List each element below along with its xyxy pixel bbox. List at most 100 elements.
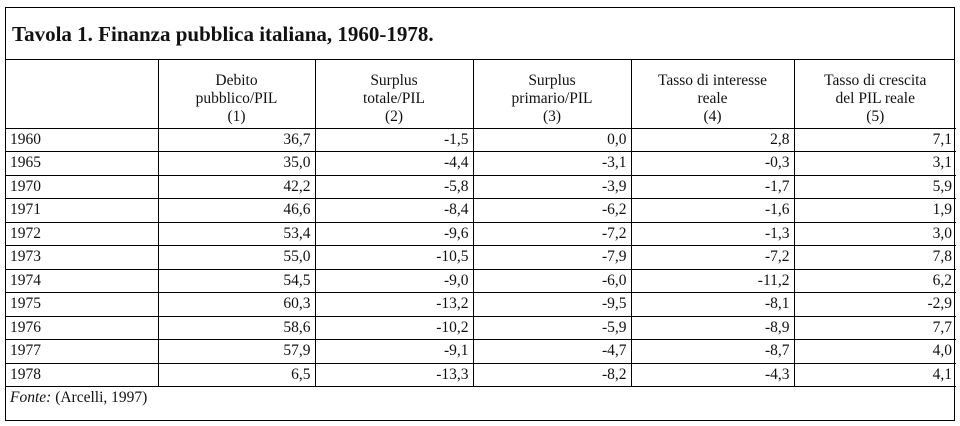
- table-row: 1974 54,5 -9,0 -6,0 -11,2 6,2: [6, 269, 956, 293]
- year-cell: 1972: [6, 222, 159, 246]
- header-row: Debito pubblico/PIL (1) Surplus totale/PIL (2…: [6, 60, 956, 129]
- value-cell-col-2: -10,2: [315, 316, 474, 340]
- header-col-1-line-3: (1): [227, 107, 246, 125]
- header-col-5-line-1: Tasso di crescita: [824, 71, 927, 89]
- finance-table: Debito pubblico/PIL (1) Surplus totale/PIL (2…: [6, 60, 956, 387]
- year-cell: 1965: [6, 151, 159, 176]
- value-cell-col-3: 0,0: [473, 128, 632, 152]
- header-col-2-line-2: totale/PIL: [363, 89, 425, 107]
- header-col-5: Tasso di crescita del PIL reale (5): [794, 60, 956, 129]
- source-label: Fonte:: [10, 389, 52, 406]
- header-col-5-line-3: (5): [866, 107, 885, 125]
- value-cell-col-3: -6,0: [473, 269, 632, 293]
- value-cell-col-3: -3,9: [473, 175, 632, 199]
- year-cell: 1970: [6, 175, 159, 199]
- value-cell-col-5: -2,9: [794, 292, 956, 317]
- source-note: Fonte: (Arcelli, 1997): [6, 387, 954, 408]
- value-cell-col-1: 42,2: [158, 175, 316, 199]
- table-row: 1976 58,6 -10,2 -5,9 -8,9 7,7: [6, 316, 956, 340]
- value-cell-col-4: -8,9: [631, 316, 795, 340]
- value-cell-col-4: -1,3: [631, 222, 795, 246]
- value-cell-col-2: -10,5: [315, 245, 474, 270]
- header-col-1: Debito pubblico/PIL (1): [158, 60, 316, 129]
- table-row: 1970 42,2 -5,8 -3,9 -1,7 5,9: [6, 175, 956, 199]
- value-cell-col-3: -6,2: [473, 198, 632, 223]
- header-col-2: Surplus totale/PIL (2): [315, 60, 474, 129]
- year-cell: 1978: [6, 363, 159, 387]
- table-body: 1960 36,7 -1,5 0,0 2,8 7,1 1965 35,0 -4,4 -3,1 -0,…: [6, 128, 956, 387]
- value-cell-col-4: -11,2: [631, 269, 795, 293]
- value-cell-col-2: -9,6: [315, 222, 474, 246]
- value-cell-col-3: -8,2: [473, 363, 632, 387]
- value-cell-col-3: -4,7: [473, 339, 632, 364]
- table-row: 1960 36,7 -1,5 0,0 2,8 7,1: [6, 128, 956, 152]
- value-cell-col-2: -4,4: [315, 151, 474, 176]
- table-row: 1965 35,0 -4,4 -3,1 -0,3 3,1: [6, 151, 956, 176]
- year-cell: 1960: [6, 128, 159, 152]
- value-cell-col-5: 5,9: [794, 175, 956, 199]
- header-col-3-line-2: primario/PIL: [511, 89, 593, 107]
- header-col-3: Surplus primario/PIL (3): [473, 60, 632, 129]
- header-col-5-line-2: del PIL reale: [835, 89, 915, 107]
- table-row: 1975 60,3 -13,2 -9,5 -8,1 -2,9: [6, 292, 956, 317]
- header-col-2-line-1: Surplus: [370, 71, 418, 89]
- year-cell: 1973: [6, 245, 159, 270]
- table-row: 1971 46,6 -8,4 -6,2 -1,6 1,9: [6, 198, 956, 223]
- value-cell-col-3: -7,9: [473, 245, 632, 270]
- value-cell-col-3: -7,2: [473, 222, 632, 246]
- value-cell-col-2: -5,8: [315, 175, 474, 199]
- value-cell-col-1: 46,6: [158, 198, 316, 223]
- value-cell-col-4: -8,7: [631, 339, 795, 364]
- value-cell-col-4: 2,8: [631, 128, 795, 152]
- value-cell-col-4: -7,2: [631, 245, 795, 270]
- year-cell: 1971: [6, 198, 159, 223]
- value-cell-col-4: -1,7: [631, 175, 795, 199]
- value-cell-col-2: -8,4: [315, 198, 474, 223]
- value-cell-col-2: -13,2: [315, 292, 474, 317]
- header-col-2-line-3: (2): [384, 107, 404, 125]
- table-title: Tavola 1. Finanza pubblica italiana, 196…: [6, 8, 954, 60]
- header-col-4-line-1: Tasso di interesse: [657, 71, 768, 89]
- value-cell-col-3: -5,9: [473, 316, 632, 340]
- value-cell-col-5: 1,9: [794, 198, 956, 223]
- header-col-3-line-1: Surplus: [528, 71, 576, 89]
- header-year: [6, 60, 159, 129]
- header-col-4: Tasso di interesse reale (4): [631, 60, 795, 129]
- value-cell-col-5: 3,0: [794, 222, 956, 246]
- header-col-1-line-1: Debito: [215, 71, 258, 89]
- value-cell-col-1: 57,9: [158, 339, 316, 364]
- value-cell-col-5: 4,1: [794, 363, 956, 387]
- value-cell-col-4: -8,1: [631, 292, 795, 317]
- header-col-3-line-3: (3): [542, 107, 562, 125]
- value-cell-col-3: -3,1: [473, 151, 632, 176]
- year-cell: 1977: [6, 339, 159, 364]
- value-cell-col-5: 4,0: [794, 339, 956, 364]
- value-cell-col-1: 55,0: [158, 245, 316, 270]
- year-cell: 1976: [6, 316, 159, 340]
- header-col-4-line-3: (4): [703, 107, 722, 125]
- year-cell: 1975: [6, 292, 159, 317]
- value-cell-col-2: -13,3: [315, 363, 474, 387]
- value-cell-col-1: 54,5: [158, 269, 316, 293]
- value-cell-col-5: 7,8: [794, 245, 956, 270]
- value-cell-col-3: -9,5: [473, 292, 632, 317]
- value-cell-col-5: 3,1: [794, 151, 956, 176]
- value-cell-col-4: -1,6: [631, 198, 795, 223]
- value-cell-col-2: -9,0: [315, 269, 474, 293]
- table-row: 1977 57,9 -9,1 -4,7 -8,7 4,0: [6, 339, 956, 364]
- value-cell-col-1: 60,3: [158, 292, 316, 317]
- value-cell-col-1: 35,0: [158, 151, 316, 176]
- header-col-4-line-2: reale: [697, 89, 728, 107]
- value-cell-col-1: 36,7: [158, 128, 316, 152]
- value-cell-col-5: 6,2: [794, 269, 956, 293]
- table-row: 1973 55,0 -10,5 -7,9 -7,2 7,8: [6, 245, 956, 270]
- value-cell-col-1: 58,6: [158, 316, 316, 340]
- value-cell-col-5: 7,1: [794, 128, 956, 152]
- data-table: Tavola 1. Finanza pubblica italiana, 196…: [5, 7, 956, 421]
- value-cell-col-2: -1,5: [315, 128, 474, 152]
- source-text: (Arcelli, 1997): [51, 389, 148, 406]
- value-cell-col-2: -9,1: [315, 339, 474, 364]
- header-col-1-line-2: pubblico/PIL: [195, 89, 278, 107]
- year-cell: 1974: [6, 269, 159, 293]
- value-cell-col-5: 7,7: [794, 316, 956, 340]
